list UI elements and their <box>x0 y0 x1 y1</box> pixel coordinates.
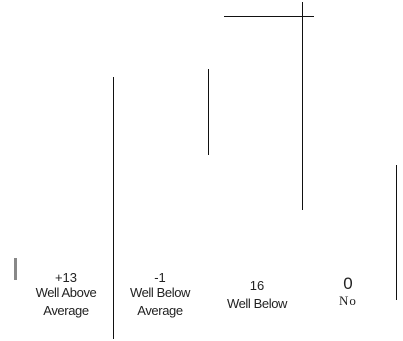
column-value: 0 <box>343 274 353 293</box>
divider-line-2 <box>208 69 209 155</box>
column-value: -1 <box>154 270 166 285</box>
column-label-line1: Well Above <box>35 284 97 300</box>
column-well-above: +13 Well Above Average <box>25 270 107 319</box>
column-well-below: 16 Well Below <box>212 278 302 312</box>
column-label-line2: Average <box>43 302 89 318</box>
column-no: 0 No <box>310 274 386 308</box>
column-label-line1: Well Below <box>129 284 191 300</box>
column-label-line1: No <box>339 292 357 308</box>
column-well-below-average: -1 Well Below Average <box>118 270 202 319</box>
divider-line-3 <box>302 2 303 210</box>
top-horizontal-line <box>224 16 314 17</box>
column-label-line1: Well Below <box>226 295 288 311</box>
divider-line-4 <box>396 165 397 300</box>
divider-line-1 <box>113 77 114 339</box>
column-value: +13 <box>54 270 78 285</box>
column-value: 16 <box>249 278 265 293</box>
column-label-line2: Average <box>137 302 183 318</box>
left-marker <box>14 258 17 280</box>
